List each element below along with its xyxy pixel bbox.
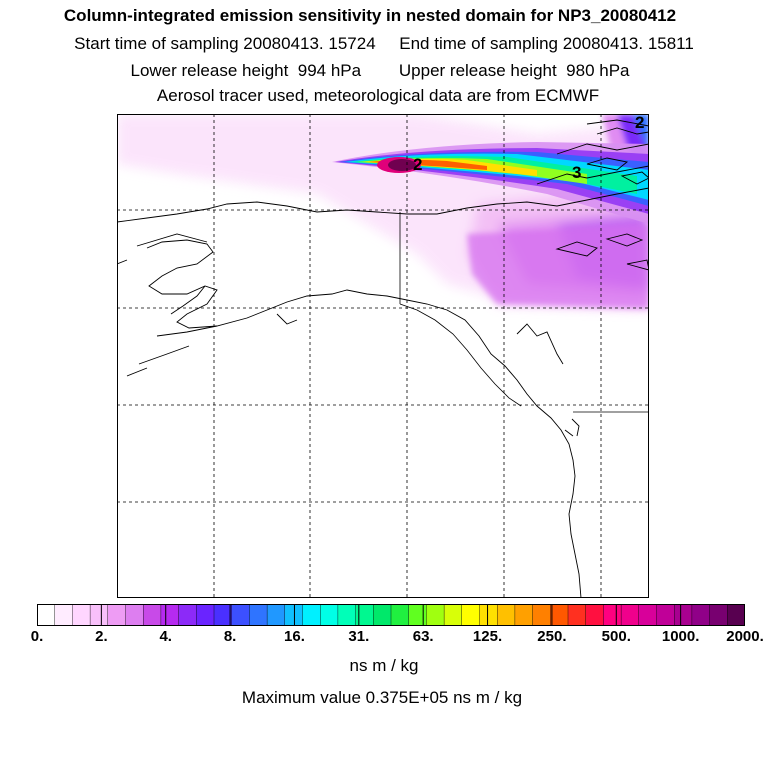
color-scale-cell [638, 604, 657, 626]
sampling-time-line: Start time of sampling 20080413. 15724 E… [74, 34, 694, 53]
color-scale-cell [355, 604, 374, 626]
color-scale-cell [567, 604, 587, 626]
emission-sensitivity-map: 2 3 2 [117, 114, 649, 598]
release-height-line: Lower release height 994 hPa Upper relea… [130, 61, 630, 80]
color-scale-tick-label: 250. [537, 628, 567, 645]
color-scale-cell [674, 604, 693, 626]
color-scale-cell [426, 604, 445, 626]
color-scale-cell [249, 604, 268, 626]
color-scale-tick-label: 500. [601, 628, 631, 645]
color-scale-tick-label: 63. [412, 628, 434, 645]
color-scale-tick-label: 2. [95, 628, 108, 645]
maximum-value-line: Maximum value 0.375E+05 ns m / kg [241, 688, 523, 707]
color-scale-tick-label: 1000. [661, 628, 700, 645]
color-scale-cell [37, 604, 56, 626]
color-scale-cell [479, 604, 498, 626]
color-scale-cell [337, 604, 357, 626]
color-scale-cell [302, 604, 321, 626]
sensitivity-plume-streak [332, 142, 649, 224]
color-scale-tick-label: 2000. [726, 628, 764, 645]
plot-title: Column-integrated emission sensitivity i… [63, 6, 677, 25]
color-scale-cell [585, 604, 604, 626]
color-scale-cell [373, 604, 392, 626]
color-scale-cell [443, 604, 463, 626]
contour-labels: 2 3 2 [413, 114, 644, 182]
color-scale-cell [514, 604, 534, 626]
color-scale-cell [125, 604, 144, 626]
color-scale-cell [656, 604, 675, 626]
color-scale-tick-label: 31. [348, 628, 370, 645]
tracer-info-line: Aerosol tracer used, meteorological data… [156, 86, 600, 105]
color-scale-cell [89, 604, 109, 626]
color-scale-cell [196, 604, 215, 626]
color-scale-cell [266, 604, 286, 626]
color-scale-tick-label: 0. [30, 628, 44, 645]
color-scale-unit: ns m / kg [349, 656, 419, 675]
color-scale-cell [709, 604, 728, 626]
color-scale-cell [231, 604, 250, 626]
color-scale-cell [54, 604, 73, 626]
color-scale-cell [620, 604, 640, 626]
color-scale-cell [461, 604, 480, 626]
contour-label: 2 [635, 114, 644, 132]
color-scale-cell [727, 604, 745, 626]
color-scale-tick-labels: 0. 2. 4. 8. 16. 31. 63. 125. 250. 500. 1000. 2000. [0, 628, 768, 650]
color-scale-bar [37, 604, 745, 626]
color-scale-cell [320, 604, 339, 626]
arctic-islands [555, 127, 649, 271]
contour-label: 3 [572, 163, 581, 182]
color-scale-tick-label: 125. [472, 628, 503, 645]
color-scale-cell [107, 604, 127, 626]
borders [399, 212, 649, 413]
color-scale-cell [691, 604, 711, 626]
color-scale-cell [72, 604, 91, 626]
color-scale-tick-label: 8. [223, 628, 237, 645]
color-scale-cell [142, 604, 162, 626]
color-scale-cell [408, 604, 427, 626]
color-scale-cell [603, 604, 622, 626]
color-scale-cell [550, 604, 569, 626]
coastlines [117, 119, 649, 598]
color-scale-cell [497, 604, 516, 626]
color-scale-cell [390, 604, 410, 626]
contour-label: 2 [413, 155, 422, 174]
graticule [117, 114, 649, 598]
color-scale-cell [532, 604, 551, 626]
sensitivity-plume-lower [467, 224, 649, 309]
color-scale-cell [213, 604, 233, 626]
color-scale-cell [284, 604, 304, 626]
color-scale-cell [178, 604, 197, 626]
color-scale-tick-label: 4. [159, 628, 172, 645]
color-scale-cell [160, 604, 180, 626]
color-scale-tick-label: 16. [284, 628, 305, 645]
